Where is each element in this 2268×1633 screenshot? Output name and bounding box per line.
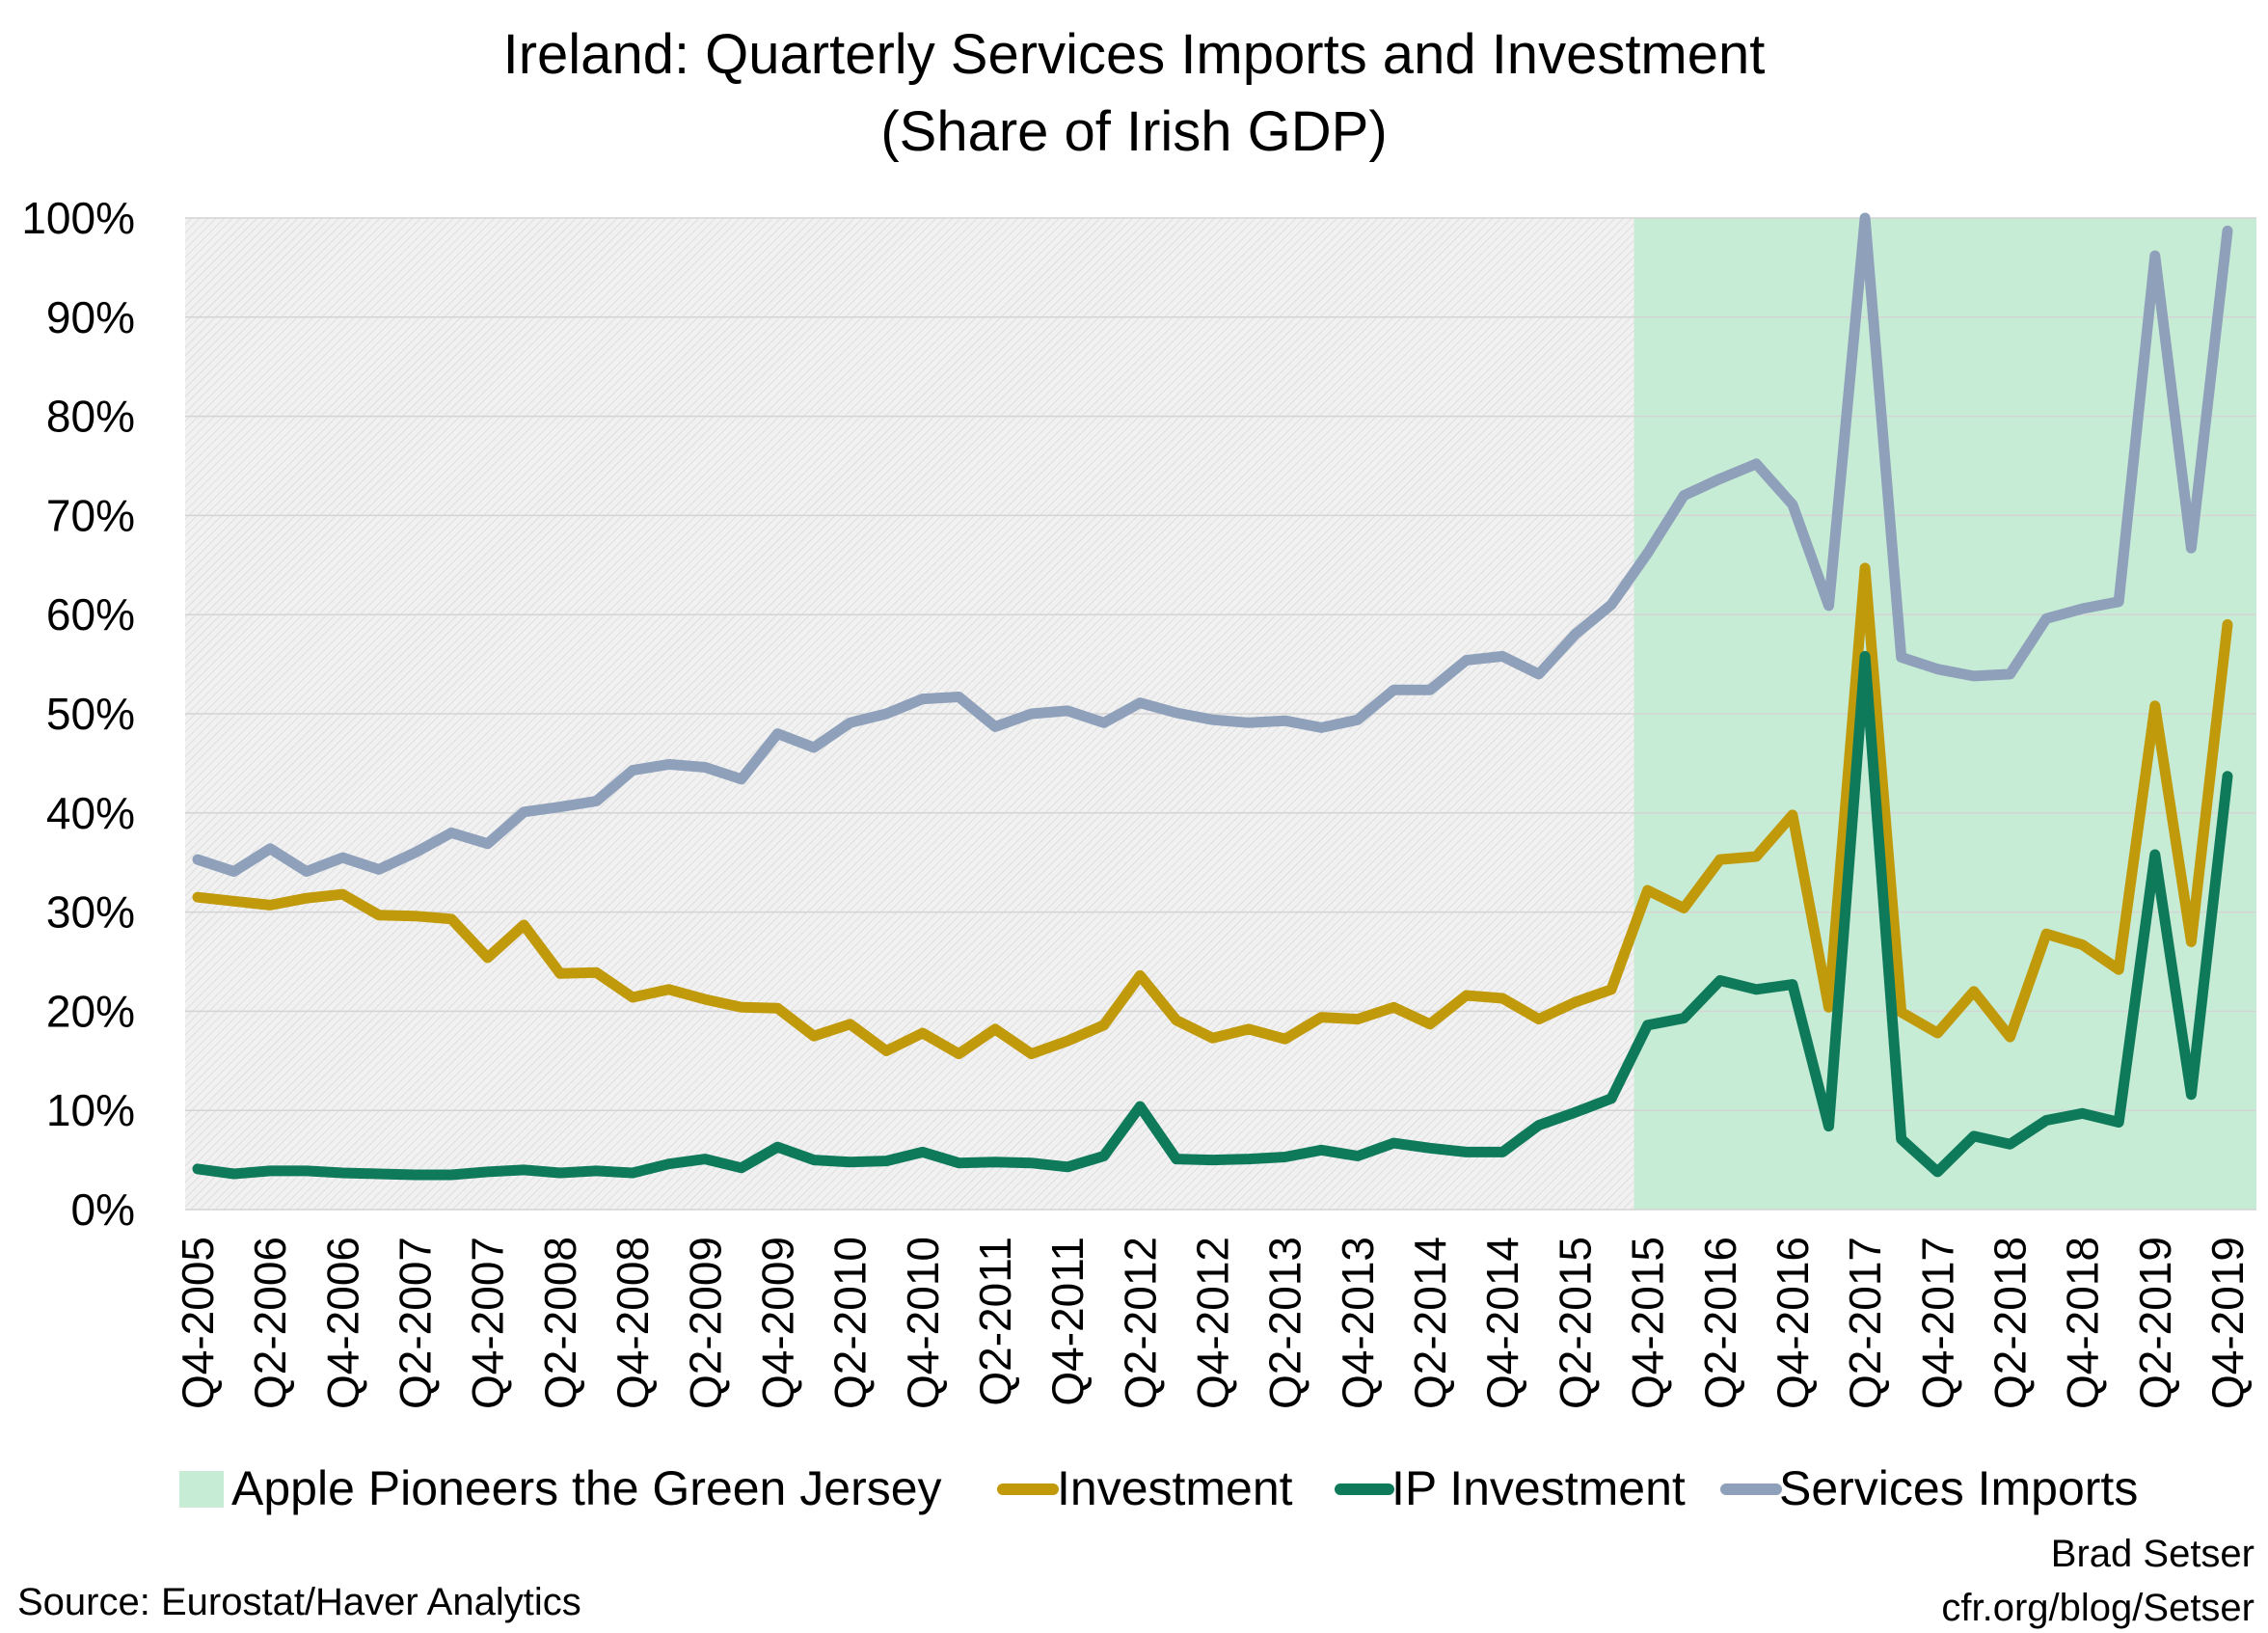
legend-label-ip-investment: IP Investment	[1391, 1461, 1686, 1515]
x-tick-label: Q2-2017	[1840, 1237, 1890, 1409]
x-tick-label: Q2-2015	[1550, 1237, 1600, 1409]
x-tick-label: Q2-2016	[1695, 1237, 1745, 1409]
y-tick-label: 60%	[46, 589, 135, 640]
x-tick-label: Q2-2010	[825, 1237, 876, 1409]
series-line-services-imports	[192, 212, 2233, 877]
series-line-investment	[192, 562, 2233, 1060]
y-axis-ticks: 0% 10% 20% 30% 40% 50% 60% 70% 80% 90% 100%	[21, 193, 135, 1235]
x-tick-label: Q4-2015	[1623, 1237, 1673, 1409]
y-tick-label: 0%	[71, 1184, 135, 1235]
legend-label-investment: Investment	[1057, 1461, 1293, 1515]
x-tick-label: Q2-2011	[970, 1237, 1020, 1406]
x-tick-label: Q4-2011	[1042, 1237, 1093, 1406]
source-note: Source: Eurostat/Haver Analytics	[17, 1581, 581, 1623]
x-tick-label: Q4-2019	[2202, 1237, 2253, 1409]
y-tick-label: 50%	[46, 689, 135, 739]
x-tick-label: Q4-2013	[1333, 1237, 1383, 1409]
x-tick-label: Q4-2012	[1188, 1237, 1238, 1409]
y-tick-label: 80%	[46, 392, 135, 442]
y-tick-label: 10%	[46, 1085, 135, 1135]
chart-title: Ireland: Quarterly Services Imports and …	[503, 23, 1766, 86]
x-tick-label: Q4-2008	[608, 1237, 658, 1409]
x-tick-label: Q4-2009	[752, 1237, 802, 1409]
y-tick-label: 30%	[46, 887, 135, 938]
x-tick-label: Q4-2005	[173, 1237, 223, 1409]
series-line-ip-investment	[192, 650, 2233, 1181]
legend: Apple Pioneers the Green Jersey Investme…	[179, 1461, 2138, 1515]
x-tick-label: Q4-2014	[1477, 1237, 1527, 1409]
y-tick-label: 100%	[21, 193, 135, 243]
x-axis-ticks: Q4-2005 Q2-2006 Q4-2006 Q2-2007 Q4-2007 Q2-20…	[173, 1237, 2253, 1409]
y-tick-label: 40%	[46, 788, 135, 838]
x-tick-label: Q2-2009	[680, 1237, 730, 1409]
x-tick-label: Q2-2019	[2130, 1237, 2180, 1409]
x-tick-label: Q2-2014	[1405, 1237, 1455, 1409]
x-tick-label: Q2-2007	[391, 1237, 441, 1409]
x-tick-label: Q4-2018	[2058, 1237, 2108, 1409]
x-tick-label: Q4-2006	[317, 1237, 367, 1409]
y-tick-label: 90%	[46, 292, 135, 342]
y-tick-label: 20%	[46, 986, 135, 1036]
x-tick-label: Q4-2007	[463, 1237, 513, 1409]
x-tick-label: Q2-2012	[1115, 1237, 1165, 1409]
x-tick-label: Q2-2013	[1260, 1237, 1310, 1409]
legend-swatch-green-jersey	[179, 1471, 224, 1508]
legend-label-green-jersey: Apple Pioneers the Green Jersey	[231, 1461, 942, 1515]
legend-label-services-imports: Services Imports	[1779, 1461, 2138, 1515]
x-tick-label: Q4-2017	[1912, 1237, 1962, 1409]
x-tick-label: Q2-2018	[1984, 1237, 2035, 1409]
series-lines	[192, 212, 2233, 1181]
x-tick-label: Q2-2008	[535, 1237, 585, 1409]
author-credit: Brad Setser	[2051, 1533, 2254, 1575]
x-tick-label: Q4-2010	[898, 1237, 948, 1409]
x-tick-label: Q2-2006	[245, 1237, 295, 1409]
y-tick-label: 70%	[46, 490, 135, 540]
x-tick-label: Q4-2016	[1768, 1237, 1818, 1409]
chart-subtitle: (Share of Irish GDP)	[880, 100, 1387, 163]
author-url: cfr.org/blog/Setser	[1941, 1587, 2254, 1629]
